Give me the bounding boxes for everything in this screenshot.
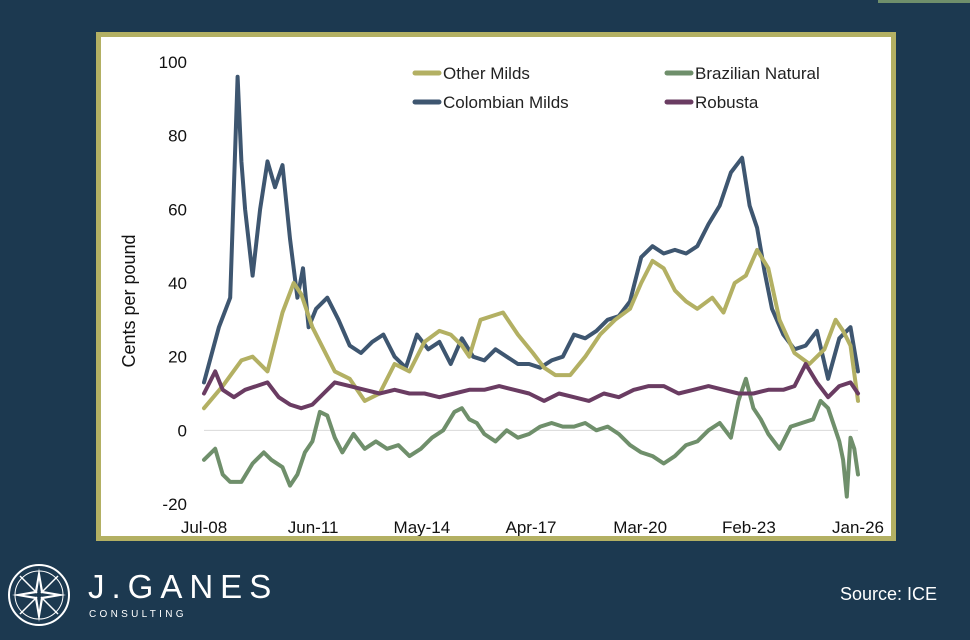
series-line-other-milds	[202, 247, 860, 411]
brand-subtitle: CONSULTING	[89, 609, 187, 620]
series-layer	[202, 74, 860, 499]
x-tick-label: Apr-17	[505, 518, 556, 536]
series-line-brazilian-natural	[202, 376, 860, 499]
x-tick-label: Feb-23	[722, 518, 776, 536]
y-tick-label: 80	[168, 127, 187, 146]
x-tick-label: Jun-11	[288, 518, 339, 536]
chart-frame: -20 0 20 40 60 80 100 Jul-08 Jun-11 May-14 Apr-17 M…	[96, 32, 896, 541]
x-tick-label: Mar-20	[613, 518, 667, 536]
series-line-colombian-milds	[202, 74, 860, 385]
x-tick-label: May-14	[394, 518, 451, 536]
axes: -20 0 20 40 60 80 100 Jul-08 Jun-11 May-14 Apr-17 M…	[159, 53, 884, 536]
brand-name: J.GANES	[88, 568, 279, 605]
source-note: Source: ICE	[839, 584, 937, 604]
line-chart: -20 0 20 40 60 80 100 Jul-08 Jun-11 May-14 Apr-17 M…	[119, 53, 884, 536]
y-tick-label: 20	[168, 348, 187, 367]
legend-label-robusta: Robusta	[695, 93, 759, 112]
top-accent-bar	[878, 0, 970, 3]
legend-label-other-milds: Other Milds	[443, 64, 530, 83]
x-tick-label: Jul-08	[181, 518, 227, 536]
y-axis-title: Cents per pound	[119, 234, 139, 367]
compass-logo-icon	[8, 564, 70, 626]
y-tick-label: 60	[168, 200, 187, 219]
y-tick-label: -20	[162, 495, 187, 514]
series-line-robusta	[202, 362, 860, 411]
y-tick-label: 0	[178, 421, 187, 440]
y-tick-label: 40	[168, 274, 187, 293]
x-tick-label: Jan-26	[832, 518, 884, 536]
y-tick-label: 100	[159, 53, 187, 72]
legend: Other Milds Brazilian Natural Colombian Mi…	[412, 64, 820, 112]
legend-label-brazilian-natural: Brazilian Natural	[695, 64, 820, 83]
legend-label-colombian-milds: Colombian Milds	[443, 93, 569, 112]
